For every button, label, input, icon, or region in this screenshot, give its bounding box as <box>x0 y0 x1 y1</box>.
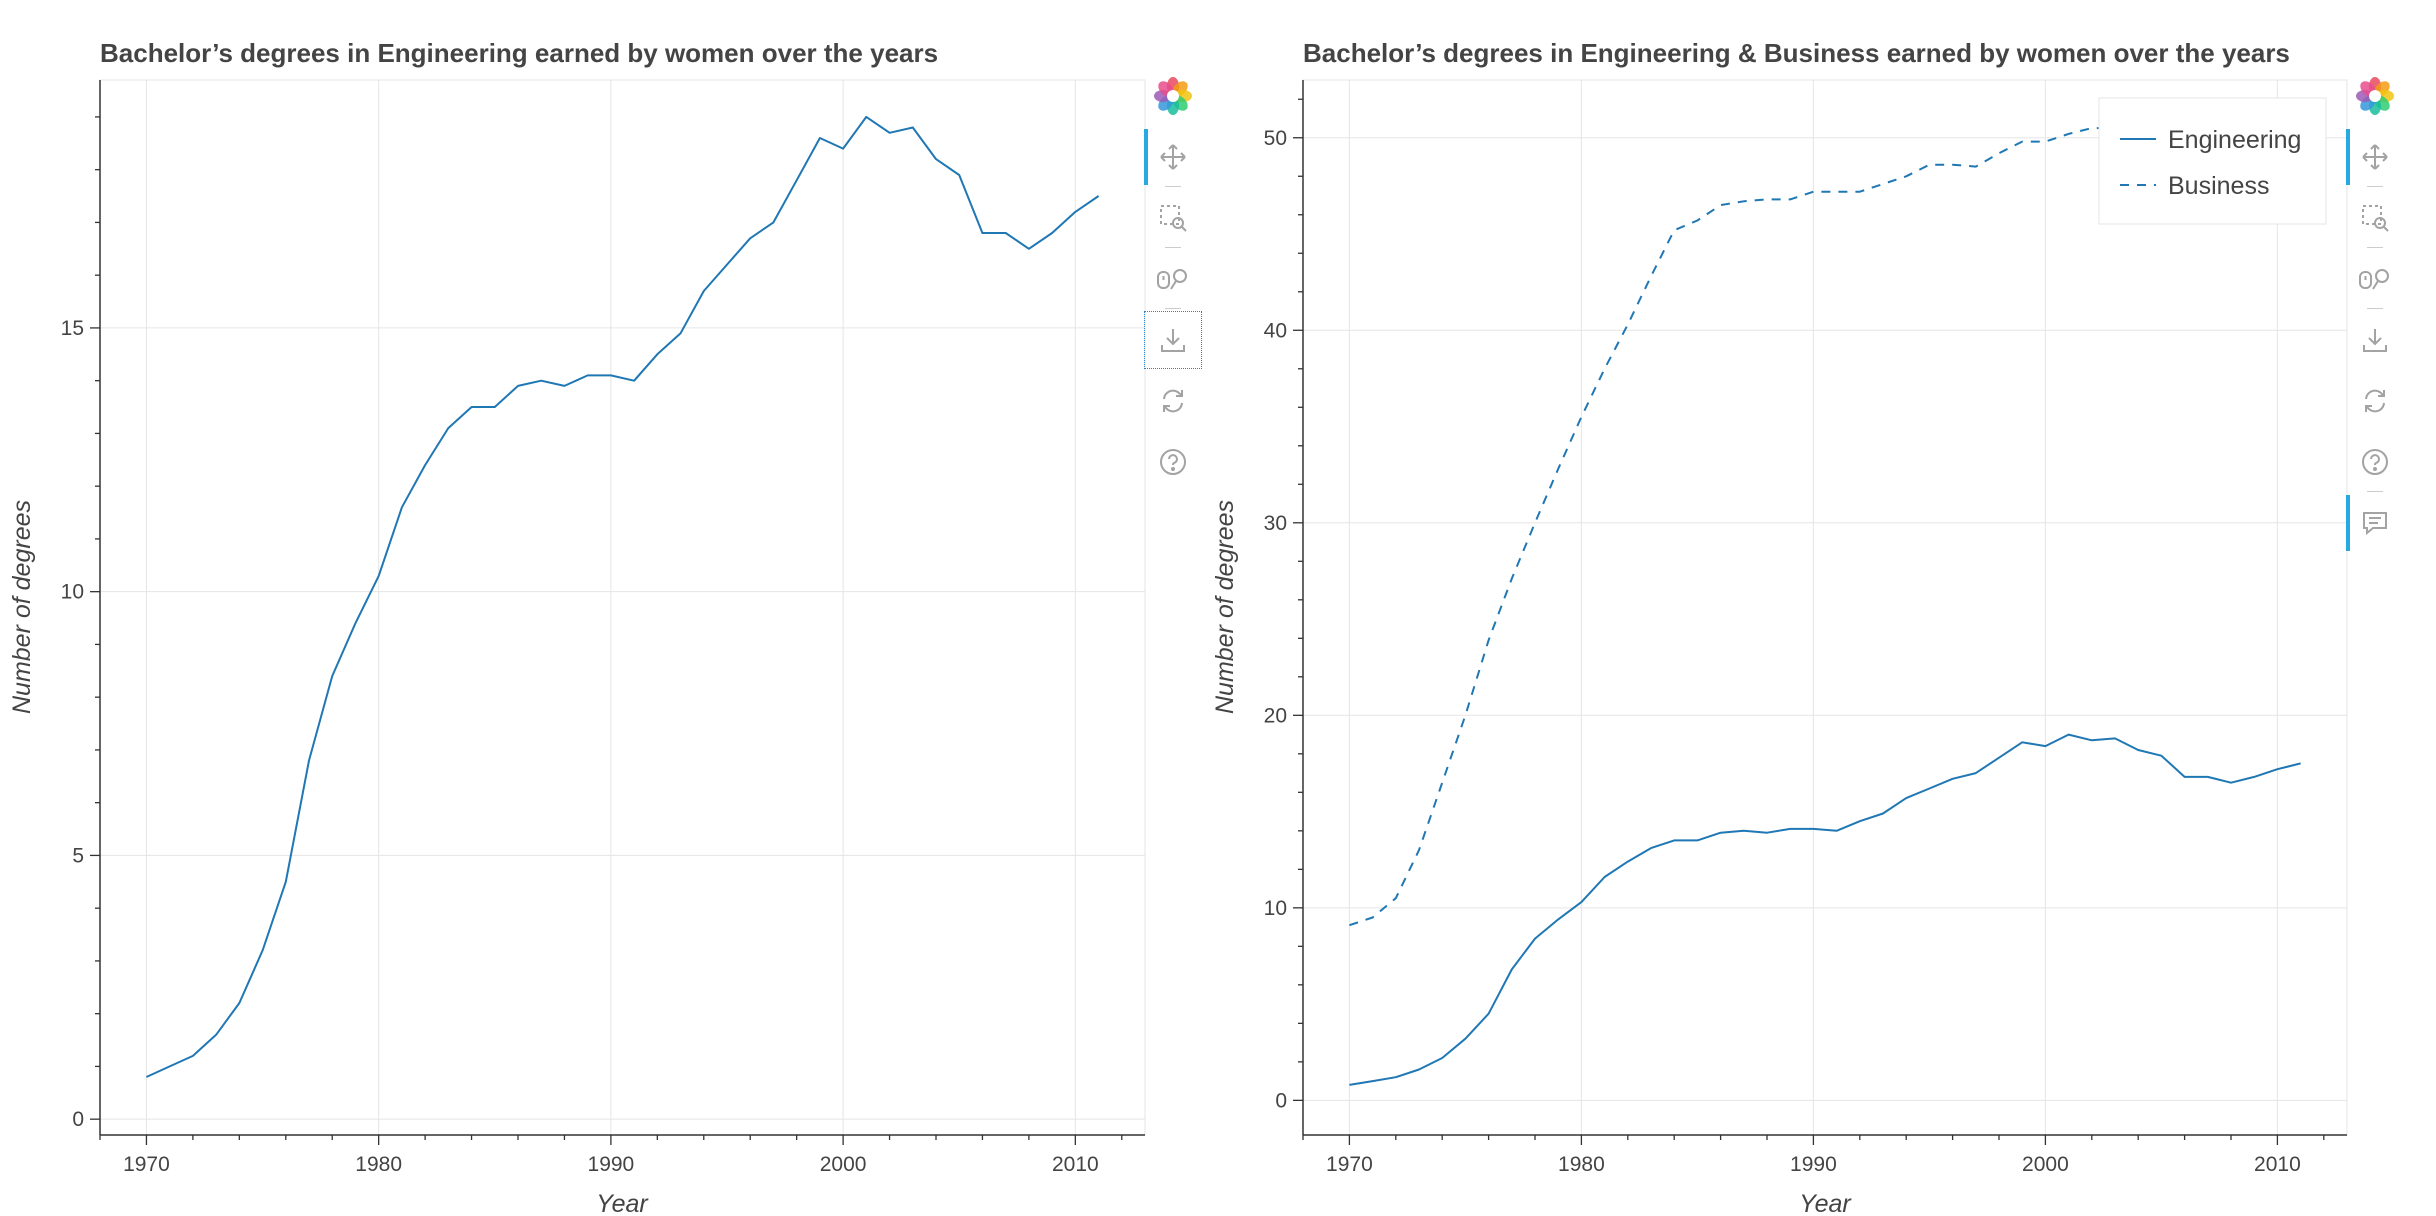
chart-right: Bachelor’s degrees in Engineering & Busi… <box>1211 38 2348 1216</box>
wheel-zoom-icon <box>2358 264 2392 294</box>
bokeh-logo-icon <box>2355 76 2395 116</box>
right-pan-tool[interactable] <box>2346 129 2403 185</box>
left-x-tick-label-2010: 2010 <box>1052 1153 1099 1176</box>
hover-icon <box>2360 508 2390 538</box>
right-reset-tool[interactable] <box>2347 373 2403 429</box>
bokeh-logo-icon <box>1153 76 1193 116</box>
chart-right-y-axis-label: Number of degrees <box>1211 500 1239 714</box>
right-toolbar-separator <box>2367 491 2383 492</box>
help-icon <box>2360 447 2390 477</box>
right-box-zoom-tool[interactable] <box>2347 190 2403 246</box>
chart-right-grid <box>1303 80 2347 1135</box>
chart-left-y-axis-label: Number of degrees <box>8 500 36 714</box>
right-help-tool[interactable] <box>2347 434 2403 490</box>
right-toolbar-separator <box>2367 247 2383 248</box>
right-y-tick-label-40: 40 <box>1264 319 1287 342</box>
right-x-tick-label-1990: 1990 <box>1790 1153 1837 1176</box>
legend-box <box>2098 97 2327 225</box>
chart-right-axes: 1970 1980 1990 2000 2010 0 10 20 30 40 50 <box>1264 80 2347 1176</box>
chart-right-x-axis-label: Year <box>1799 1190 1852 1216</box>
save-icon <box>1158 325 1188 355</box>
right-y-tick-label-20: 20 <box>1264 704 1287 727</box>
right-y-tick-label-30: 30 <box>1264 512 1287 535</box>
save-icon <box>2360 325 2390 355</box>
help-icon <box>1158 447 1188 477</box>
toolbar-left <box>1144 68 1205 508</box>
right-x-tick-label-2000: 2000 <box>2022 1153 2069 1176</box>
toolbar-right <box>2346 68 2407 568</box>
chart-right-legend: Engineering Business <box>2098 97 2327 225</box>
reset-icon <box>2360 386 2390 416</box>
left-y-tick-label-15: 15 <box>61 317 84 340</box>
chart-right-series[interactable] <box>1349 127 2301 1086</box>
legend-business-label: Business <box>2168 172 2269 200</box>
box-zoom-icon <box>2360 203 2390 233</box>
right-save-tool[interactable] <box>2347 312 2403 368</box>
left-reset-tool[interactable] <box>1145 373 1201 429</box>
chart-right-title: Bachelor’s degrees in Engineering & Busi… <box>1303 38 2290 68</box>
left-x-tick-label-1980: 1980 <box>355 1153 402 1176</box>
left-save-tool[interactable] <box>1144 311 1202 369</box>
chart-left-plot-frame <box>99 79 1146 1136</box>
right-hover-tool[interactable] <box>2346 495 2403 551</box>
right-x-tick-label-2010: 2010 <box>2254 1153 2301 1176</box>
chart-left: Bachelor’s degrees in Engineering earned… <box>8 38 1146 1216</box>
chart-left-x-axis-label: Year <box>596 1190 649 1216</box>
pan-icon <box>2360 142 2390 172</box>
chart-left-axes: 1970 1980 1990 2000 2010 0 5 10 15 <box>61 80 1145 1176</box>
chart-left-series[interactable] <box>145 115 1100 1078</box>
left-series-0-line[interactable] <box>145 115 1100 1078</box>
right-wheel-zoom-tool[interactable] <box>2347 251 2403 307</box>
left-wheel-zoom-tool[interactable] <box>1145 251 1201 307</box>
right-x-tick-label-1980: 1980 <box>1558 1153 1605 1176</box>
left-y-tick-label-10: 10 <box>61 581 84 604</box>
left-help-tool[interactable] <box>1145 434 1201 490</box>
right-x-tick-label-1970: 1970 <box>1326 1153 1373 1176</box>
chart-left-title: Bachelor’s degrees in Engineering earned… <box>100 38 938 68</box>
right-y-tick-label-10: 10 <box>1264 897 1287 920</box>
box-zoom-icon <box>1158 203 1188 233</box>
left-x-tick-label-1990: 1990 <box>588 1153 635 1176</box>
right-series-business-line[interactable] <box>1349 127 2301 927</box>
left-pan-tool[interactable] <box>1144 129 1201 185</box>
left-y-tick-label-0: 0 <box>72 1108 84 1131</box>
left-box-zoom-tool[interactable] <box>1145 190 1201 246</box>
left-y-tick-label-5: 5 <box>72 844 84 867</box>
chart-left-grid <box>100 80 1145 1135</box>
left-x-tick-label-2000: 2000 <box>820 1153 867 1176</box>
pan-icon <box>1158 142 1188 172</box>
chart-right-plot-frame <box>1302 79 2348 1136</box>
right-y-tick-label-50: 50 <box>1264 127 1287 150</box>
reset-icon <box>1158 386 1188 416</box>
right-series-engineering-line[interactable] <box>1349 733 2301 1086</box>
wheel-zoom-icon <box>1156 264 1190 294</box>
left-toolbar-separator <box>1165 247 1181 248</box>
right-toolbar-separator <box>2367 186 2383 187</box>
right-toolbar-separator <box>2367 308 2383 309</box>
right-y-tick-label-0: 0 <box>1275 1089 1287 1112</box>
left-toolbar-separator <box>1165 186 1181 187</box>
left-x-tick-label-1970: 1970 <box>123 1153 170 1176</box>
right-bokeh-logo-tool[interactable] <box>2347 68 2403 124</box>
left-bokeh-logo-tool[interactable] <box>1145 68 1201 124</box>
left-toolbar-separator <box>1165 308 1181 309</box>
legend-engineering-label: Engineering <box>2168 126 2301 154</box>
